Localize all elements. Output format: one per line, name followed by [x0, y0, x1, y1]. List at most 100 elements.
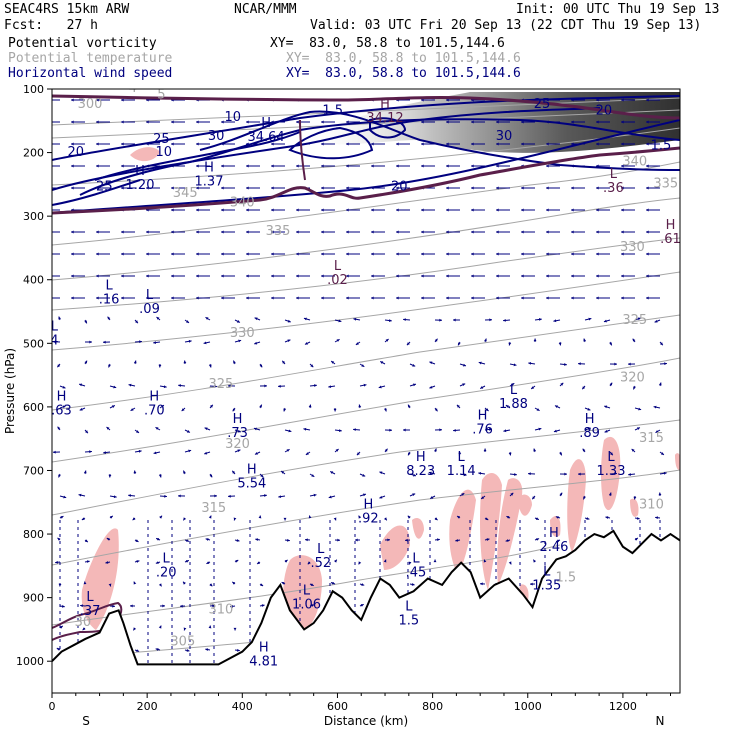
- wind-vector-head: [156, 316, 160, 320]
- extremum-type-label: H: [204, 161, 214, 176]
- wind-vector-head: [355, 538, 358, 542]
- wind-vector-head: [121, 274, 124, 278]
- wind-vector-head: [228, 384, 231, 388]
- wind-vector-head: [596, 98, 599, 102]
- extremum-value-label: 34.64: [247, 130, 284, 145]
- wind-vector-head: [133, 581, 137, 585]
- extremum-value-label: .70: [144, 404, 165, 419]
- wind-vector-head: [321, 186, 324, 190]
- wind-vector-head: [478, 361, 482, 365]
- extremum-value-label: .02: [327, 273, 348, 288]
- wind-vector-head: [196, 142, 199, 146]
- wind-vector-head: [346, 186, 349, 190]
- wind-vector-head: [480, 582, 483, 586]
- wind-vector-head: [71, 274, 74, 278]
- wind-vector-head: [564, 363, 567, 366]
- wind-vector-head: [553, 319, 557, 323]
- wind-vector-head: [462, 363, 466, 367]
- wind-vector-head: [457, 515, 461, 519]
- wind-vector-head: [621, 208, 624, 212]
- wind-vector-head: [221, 208, 224, 212]
- wind-vector-head: [361, 364, 365, 367]
- wind-vector-head: [396, 164, 399, 168]
- wind-vector-head: [71, 164, 74, 168]
- wind-vector-head: [61, 604, 65, 608]
- wind-vector-head: [171, 142, 174, 146]
- contour-label: 1.5: [555, 571, 576, 586]
- field-wind-xy: XY= 83.0, 58.8 to 101.5,144.6: [286, 66, 521, 81]
- wind-vector-head: [446, 120, 449, 124]
- extremum-value-label: .16: [99, 292, 120, 307]
- wind-vector-head: [571, 186, 574, 190]
- wind-vector-head: [96, 164, 99, 168]
- wind-vector-head: [62, 405, 66, 409]
- wind-vector-head: [596, 120, 599, 124]
- wind-vector-head: [596, 296, 599, 300]
- wind-vector-head: [446, 186, 449, 190]
- wind-vector-head: [287, 538, 290, 542]
- wind-vector-head: [271, 296, 274, 300]
- wind-vector-head: [496, 230, 499, 234]
- wind-vector-head: [355, 342, 359, 345]
- wind-vector-head: [160, 405, 164, 408]
- wind-vector-head: [621, 186, 624, 190]
- contour-label: 30: [208, 129, 225, 144]
- y-tick-label: 500: [23, 337, 44, 350]
- wind-vector-head: [610, 452, 613, 456]
- wind-vector-head: [108, 364, 111, 368]
- x-tick-label: 1200: [609, 700, 637, 713]
- wind-vector-head: [261, 604, 265, 607]
- wind-vector-head: [338, 429, 342, 432]
- wind-vector-head: [403, 318, 406, 322]
- wind-vector-head: [633, 496, 637, 500]
- contour-label: 20: [68, 145, 85, 160]
- wind-vector-head: [588, 317, 592, 321]
- wind-vector-head: [296, 164, 299, 168]
- wind-vector-head: [271, 186, 274, 190]
- wind-vector-head: [71, 296, 74, 300]
- wind-vector-head: [121, 296, 124, 300]
- wind-vector-head: [130, 604, 133, 608]
- wind-vector-head: [238, 339, 242, 343]
- extremum-value-label: 4.81: [249, 655, 278, 670]
- wind-vector-head: [486, 538, 490, 541]
- contour-label: 345: [173, 186, 198, 201]
- wind-vector-head: [506, 516, 510, 519]
- wind-vector-head: [621, 274, 624, 278]
- wind-vector-head: [164, 494, 167, 498]
- wind-vector-head: [304, 341, 308, 345]
- extremum-value-label: .63: [51, 404, 72, 419]
- wind-vector-head: [455, 538, 459, 542]
- wind-vector-head: [84, 360, 88, 364]
- wind-vector-head: [446, 164, 449, 168]
- wind-vector-head: [521, 186, 524, 190]
- wind-vector-head: [446, 274, 449, 278]
- wind-vector-head: [321, 208, 324, 212]
- extremum-type-label: L: [86, 590, 94, 605]
- contour-label: 300: [78, 97, 103, 112]
- wind-vector-head: [296, 296, 299, 300]
- init-time: Init: 00 UTC Thu 19 Sep 13: [516, 2, 720, 17]
- wind-vector-head: [236, 539, 240, 542]
- wind-vector-head: [636, 427, 640, 430]
- wind-vector-head: [403, 428, 406, 432]
- extremum-type-label: L: [510, 383, 518, 398]
- wind-vector-head: [371, 252, 374, 256]
- wind-vector-head: [46, 143, 49, 146]
- wind-vector-head: [384, 448, 388, 452]
- wind-vector-head: [558, 342, 562, 346]
- wind-vector-head: [186, 430, 190, 433]
- wind-vector-head: [331, 361, 335, 364]
- extremum-type-label: L: [146, 288, 154, 303]
- wind-speed-contour: [94, 131, 301, 181]
- extremum-value-label: .45: [406, 566, 427, 581]
- wind-vector-head: [546, 142, 549, 146]
- wind-vector-head: [538, 427, 542, 431]
- wind-vector-head: [136, 560, 140, 563]
- wind-vector-head: [412, 383, 416, 387]
- wind-vector-head: [264, 384, 267, 388]
- wind-vector-head: [121, 142, 124, 146]
- wind-vector-head: [89, 450, 92, 454]
- wind-vector-head: [437, 538, 440, 542]
- wind-vector-head: [446, 98, 449, 102]
